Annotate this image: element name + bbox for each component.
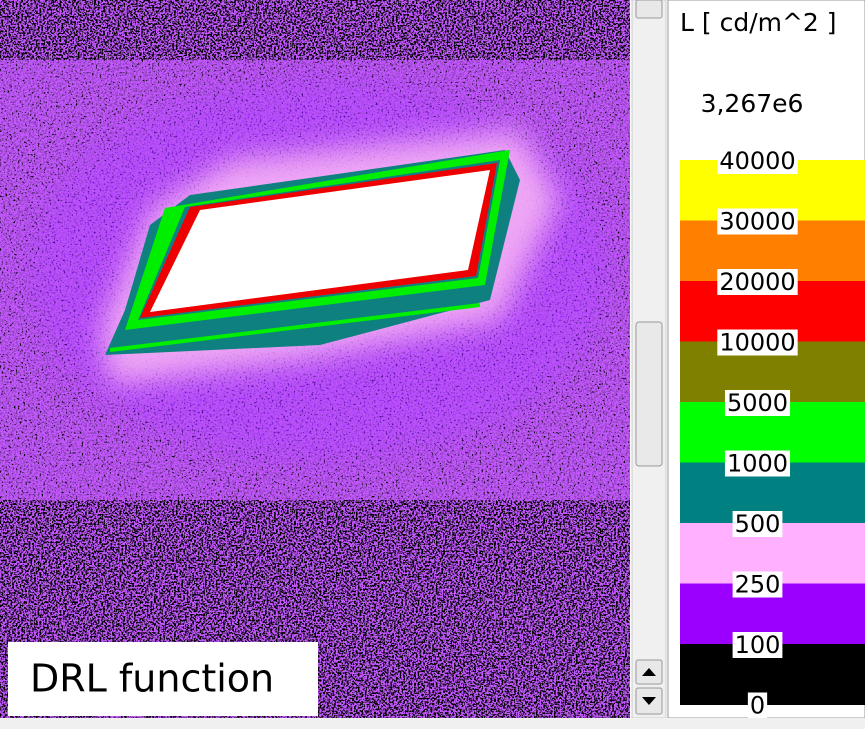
legend-level-label: 40000 bbox=[719, 147, 795, 175]
scrollbar[interactable] bbox=[631, 0, 667, 719]
legend-title: L [ cd/m^2 ] bbox=[680, 8, 837, 37]
legend-label-bg bbox=[717, 148, 798, 174]
luminance-image: DRL function bbox=[0, 0, 630, 718]
legend-level-label: 0 bbox=[750, 692, 765, 720]
legend-max: 3,267e6 bbox=[701, 89, 804, 118]
legend-label-bg bbox=[717, 269, 798, 295]
legend-label-bg bbox=[724, 390, 791, 416]
legend-level-label: 5000 bbox=[727, 389, 788, 417]
legend-level-label: 10000 bbox=[719, 329, 795, 357]
legend-level-label: 30000 bbox=[719, 208, 795, 236]
legend-label-bg bbox=[717, 208, 798, 235]
legend-level-label: 100 bbox=[735, 631, 781, 659]
legend-level-label: 500 bbox=[735, 510, 781, 538]
legend-level-label: 1000 bbox=[727, 450, 788, 478]
status-strip bbox=[0, 718, 865, 729]
legend-label-bg bbox=[732, 511, 783, 537]
legend-label-bg bbox=[732, 571, 783, 598]
legend-label-bg bbox=[724, 450, 791, 477]
legend-label-bg bbox=[747, 692, 768, 719]
legend-label-bg bbox=[717, 329, 798, 356]
legend-level-label: 20000 bbox=[719, 268, 795, 296]
legend-label-bg bbox=[732, 632, 783, 658]
image-label: DRL function bbox=[30, 657, 274, 701]
legend-level-label: 250 bbox=[735, 571, 781, 599]
